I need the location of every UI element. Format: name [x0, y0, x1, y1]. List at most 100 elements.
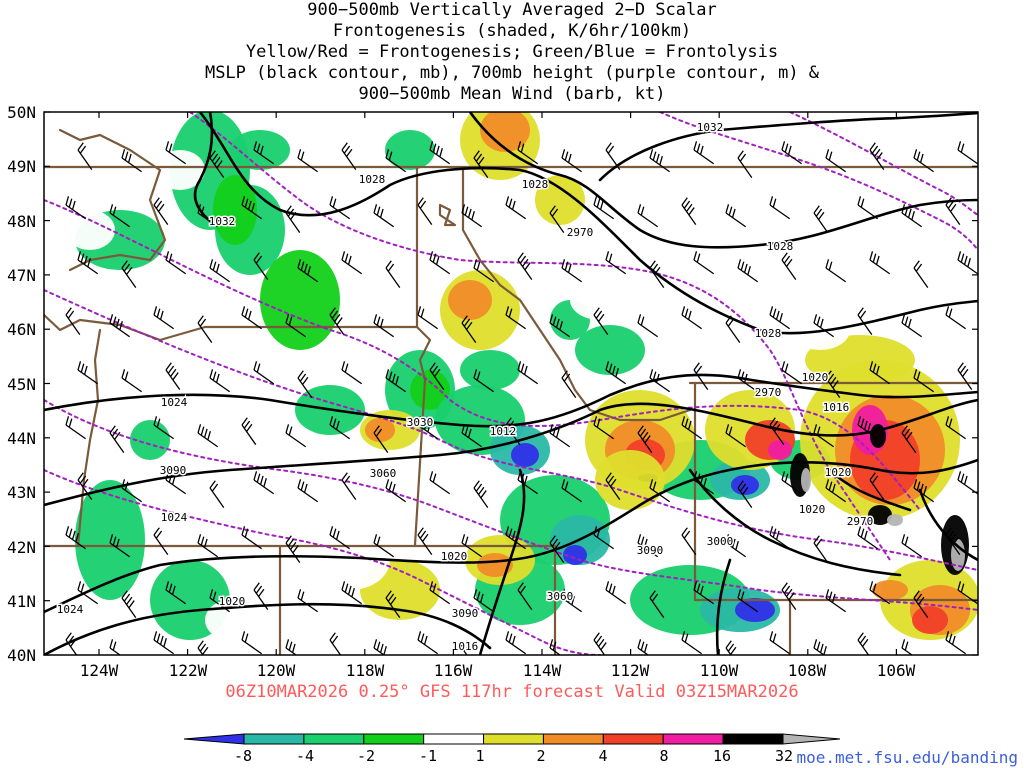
wind-barb [857, 632, 870, 655]
wind-barb [693, 471, 715, 495]
wind-barb [957, 471, 978, 495]
colorbar-tick-label: 1 [475, 747, 484, 765]
wind-barb [901, 204, 923, 228]
wind-barb [461, 424, 483, 448]
wind-barb [505, 196, 527, 220]
wind-barb [109, 425, 125, 454]
wind-barb [341, 361, 363, 385]
lat-label: 43N [7, 483, 36, 502]
map-axes: 50N 49N 48N 47N 46N 45N 44N 43N 42N 41N … [7, 103, 978, 680]
wind-barb [473, 480, 489, 509]
lat-label: 47N [7, 266, 36, 285]
lon-label: 110W [700, 661, 739, 680]
wind-barb [385, 149, 407, 173]
wind-barb [637, 204, 659, 228]
wind-barb [461, 315, 477, 344]
lat-label: 46N [7, 320, 36, 339]
wind-barb [869, 142, 885, 171]
contour-labels: 1032 1028 1028 1032 1028 1028 1024 1020 … [55, 120, 875, 655]
wind-barb [165, 362, 181, 391]
wind-barb [153, 197, 169, 226]
wind-barb [649, 260, 665, 289]
wind-barb [505, 631, 527, 655]
wind-barb [341, 142, 357, 171]
wind-barb [209, 369, 231, 393]
wind-barb [241, 526, 263, 550]
wind-barb [65, 196, 87, 220]
colorbar-bin [483, 733, 544, 745]
wind-barb [329, 632, 342, 655]
wind-barb [593, 196, 615, 220]
wind-barb [825, 259, 847, 283]
wind-barb [913, 149, 935, 173]
wind-barb [285, 205, 301, 234]
wind-barb [769, 306, 791, 330]
wind-barb [825, 589, 847, 613]
wind-barb [561, 589, 583, 613]
wind-barb [725, 204, 747, 228]
colorbar-bin [722, 733, 784, 745]
wind-barb [209, 259, 231, 283]
wind-barb [209, 150, 225, 179]
colorbar-tick-label: -4 [296, 747, 314, 765]
wind-barb [153, 527, 169, 556]
wind-barb [429, 141, 451, 165]
wind-barb [737, 480, 753, 509]
wind-barb [945, 197, 961, 226]
site-credit[interactable]: moe.met.fsu.edu/banding [796, 748, 1018, 767]
lon-label: 108W [788, 661, 827, 680]
wind-barb [901, 314, 923, 338]
wind-barb [517, 361, 539, 385]
wind-barb [649, 369, 671, 393]
lon-label: 116W [434, 661, 473, 680]
colorbar-bin [542, 733, 604, 745]
wind-barb [737, 589, 759, 613]
wind-barb [605, 251, 627, 275]
wind-barb [769, 417, 785, 446]
colorbar-tick-label: -2 [357, 747, 375, 765]
wind-barb [857, 196, 879, 220]
wind-barb [385, 590, 401, 619]
wind-barb [869, 361, 891, 385]
wind-barb [945, 306, 967, 330]
wind-barb [725, 315, 741, 344]
wind-barb [209, 589, 231, 613]
wind-barb [769, 196, 791, 220]
wind-barb [329, 196, 351, 220]
wind-barb [417, 306, 439, 330]
lat-label: 48N [7, 212, 36, 231]
wind-barb [869, 581, 891, 605]
wind-barb [681, 631, 703, 655]
wind-barb [297, 259, 319, 283]
colorbar-bin [363, 733, 425, 745]
wind-barb [417, 527, 433, 556]
wind-barb [549, 205, 565, 234]
wind-barb [373, 425, 389, 454]
run-info: 06Z10MAR2026 0.25° GFS 117hr forecast Va… [225, 682, 799, 702]
wind-barb [825, 479, 847, 503]
wind-barb [197, 640, 209, 655]
wind-barb [329, 416, 351, 440]
wind-barb [869, 251, 891, 275]
wind-barb [341, 581, 363, 605]
wind-barb [473, 259, 495, 283]
wind-barb [681, 527, 697, 556]
height-label: 2970 [567, 226, 594, 239]
mslp-label: 1028 [767, 240, 794, 253]
colorbar-bin [662, 733, 724, 745]
wind-barb [781, 252, 797, 281]
wind-barb [561, 479, 583, 503]
lon-label: 112W [611, 661, 650, 680]
mslp-label: 1012 [490, 425, 517, 438]
mslp-label: 1020 [219, 595, 246, 608]
wind-barb [593, 526, 615, 550]
lon-label: 124W [80, 661, 119, 680]
lat-label: 45N [7, 375, 36, 394]
wind-barb [153, 306, 175, 330]
wind-barb [857, 307, 873, 336]
wind-barb [77, 472, 93, 501]
wind-barb [385, 260, 401, 289]
colorbar-max-arrow [782, 733, 841, 745]
wind-barb [241, 631, 263, 655]
wind-barb [197, 534, 219, 558]
